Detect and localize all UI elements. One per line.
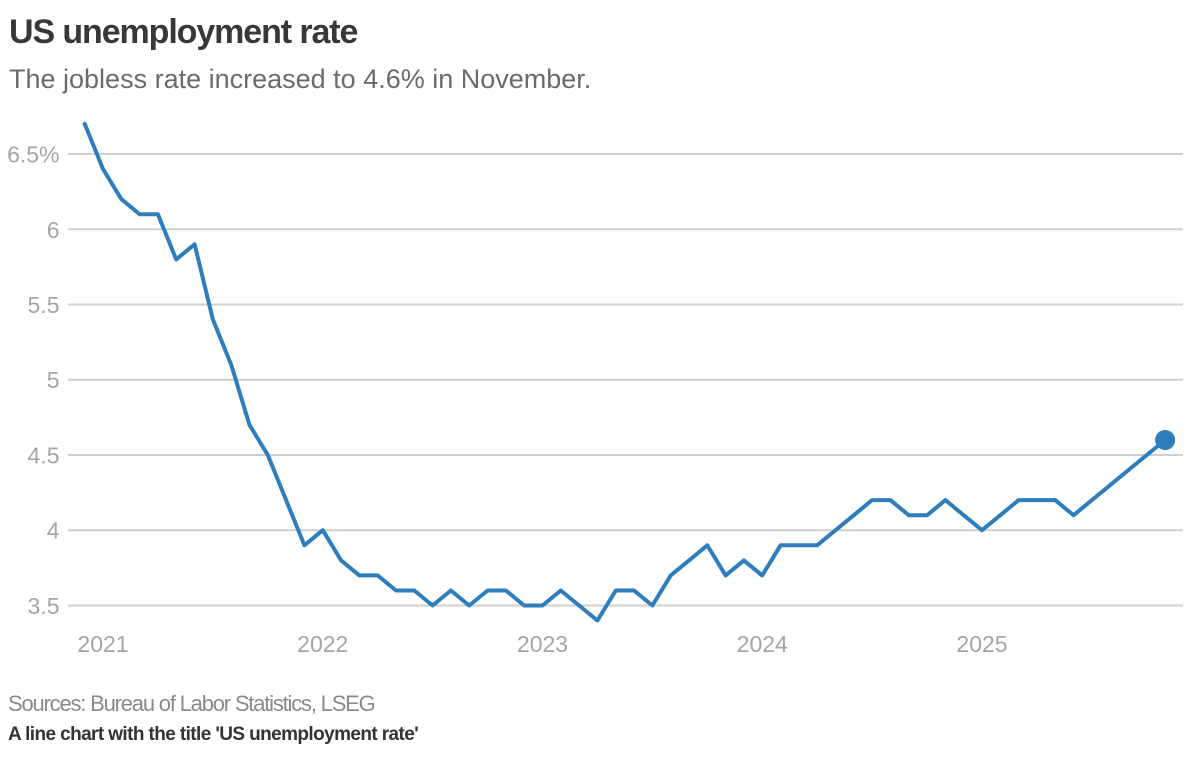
svg-text:Sources: Bureau of Labor Stati: Sources: Bureau of Labor Statistics, LSE… [8,691,375,716]
svg-text:5.5: 5.5 [28,292,60,318]
svg-text:2025: 2025 [956,631,1007,657]
svg-text:2022: 2022 [297,631,348,657]
svg-text:3.5: 3.5 [28,593,60,619]
svg-text:6.5%: 6.5% [7,142,59,168]
svg-text:A line chart with the title 'U: A line chart with the title 'US unemploy… [8,724,418,745]
svg-text:The jobless rate increased to: The jobless rate increased to 4.6% in No… [9,64,591,94]
svg-text:2024: 2024 [737,631,788,657]
svg-text:US unemployment rate: US unemployment rate [9,13,357,51]
svg-text:6: 6 [47,217,60,243]
svg-text:4.5: 4.5 [28,442,60,468]
svg-text:5: 5 [47,367,60,393]
svg-text:4: 4 [47,518,60,544]
svg-text:2023: 2023 [517,631,568,657]
svg-text:2021: 2021 [77,631,128,657]
